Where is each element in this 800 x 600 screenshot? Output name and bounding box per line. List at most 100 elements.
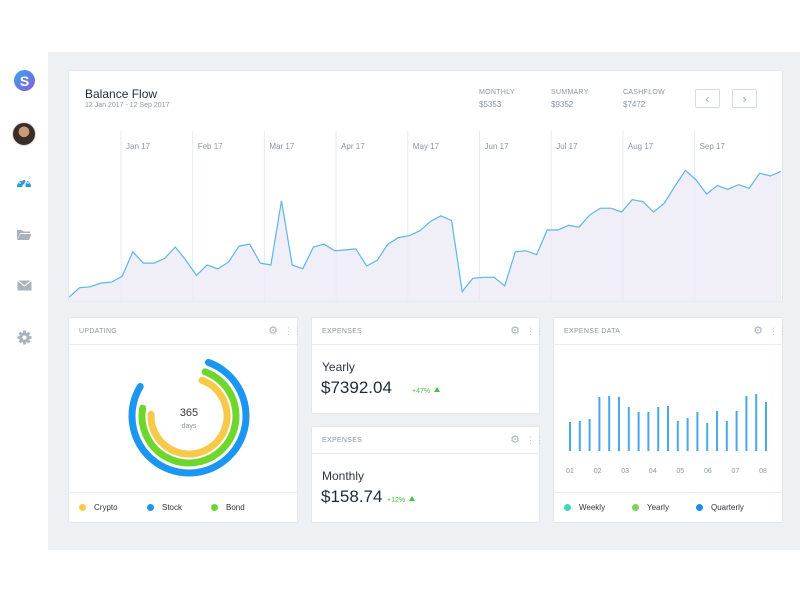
expense-bar bbox=[637, 412, 640, 451]
expense-bar bbox=[598, 397, 601, 451]
month-label: May 17 bbox=[413, 142, 440, 151]
x-tick-label: 05 bbox=[676, 468, 684, 475]
ring-stock bbox=[128, 355, 250, 477]
sidebar-item-settings[interactable] bbox=[12, 325, 36, 349]
card-header: EXPENSES ⚙ ⋮⋮ bbox=[312, 427, 544, 454]
month-label: Aug 17 bbox=[628, 142, 654, 151]
legend-item-stock: Stock bbox=[147, 503, 182, 512]
avatar[interactable] bbox=[12, 122, 36, 146]
x-tick-label: 08 bbox=[759, 468, 767, 475]
legend-dot bbox=[564, 504, 571, 511]
card-header: EXPENSES ⚙ ⋮⋮ bbox=[312, 318, 544, 345]
legend-dot bbox=[211, 504, 218, 511]
chevron-right-icon: › bbox=[742, 91, 747, 106]
expense-change: +12% bbox=[387, 496, 416, 504]
expense-bar bbox=[765, 402, 767, 451]
sidebar-item-mail[interactable] bbox=[12, 273, 36, 297]
chevron-left-icon: ‹ bbox=[705, 91, 710, 106]
balance-line bbox=[69, 169, 782, 298]
balance-area-fill bbox=[69, 170, 781, 302]
legend-dot bbox=[632, 504, 639, 511]
radial-progress-chart: 365 days bbox=[128, 355, 250, 477]
legend-item-yearly: Yearly bbox=[632, 503, 669, 512]
card-title: EXPENSES bbox=[322, 437, 363, 444]
gear-icon[interactable]: ⚙ bbox=[268, 325, 278, 337]
legend-label: Quarterly bbox=[711, 503, 744, 512]
drag-handle-icon[interactable]: ⋮⋮ bbox=[526, 435, 544, 445]
expense-bar bbox=[627, 407, 630, 451]
expense-bar bbox=[588, 419, 591, 451]
month-label: Mar 17 bbox=[269, 142, 294, 151]
center-unit: days bbox=[182, 423, 197, 430]
expense-bar bbox=[608, 396, 611, 451]
arrow-up-icon bbox=[434, 387, 441, 392]
expense-bar bbox=[696, 412, 699, 451]
expense-bar bbox=[578, 421, 581, 451]
card-header: EXPENSE DATA ⚙ ⋮⋮ bbox=[554, 318, 787, 345]
x-tick-label: 06 bbox=[704, 468, 712, 475]
expense-bar bbox=[667, 406, 669, 451]
app-logo[interactable]: S bbox=[14, 70, 35, 91]
drag-handle-icon[interactable]: ⋮⋮ bbox=[769, 326, 787, 336]
stat-label: SUMMARY bbox=[551, 89, 589, 96]
balance-flow-chart: Jan 17 Feb 17 Mar 17 Apr 17 May 17 Jun 17 Jul … bbox=[69, 131, 782, 302]
x-tick-label: 02 bbox=[594, 468, 602, 475]
gear-icon[interactable]: ⚙ bbox=[753, 325, 763, 337]
card-title: EXPENSE DATA bbox=[564, 328, 621, 335]
sidebar-item-folder[interactable] bbox=[12, 222, 36, 246]
expenses-yearly-card: EXPENSES ⚙ ⋮⋮ Yearly $7392.04 +47% bbox=[311, 317, 544, 414]
month-label: Jan 17 bbox=[126, 142, 151, 151]
month-label: Feb 17 bbox=[198, 142, 223, 151]
change-text: +47% bbox=[412, 388, 431, 395]
expense-bar bbox=[569, 422, 571, 451]
legend-label: Weekly bbox=[579, 503, 606, 512]
expenses-monthly-card: EXPENSES ⚙ ⋮⋮ Monthly $158.74 +12% bbox=[311, 426, 544, 523]
previous-button[interactable]: ‹ bbox=[695, 89, 720, 108]
expense-bar bbox=[647, 412, 650, 451]
legend-label: Yearly bbox=[647, 503, 669, 512]
stat-value: $9352 bbox=[551, 100, 574, 109]
expense-bar bbox=[745, 396, 748, 451]
legend-item-crypto: Crypto bbox=[79, 503, 118, 512]
gear-icon[interactable]: ⚙ bbox=[510, 325, 520, 337]
stat-label: MONTHLY bbox=[479, 89, 515, 96]
change-text: +12% bbox=[387, 497, 406, 504]
stat-cashflow: CASHFLOW $7472 bbox=[623, 89, 665, 109]
legend-dot bbox=[79, 504, 86, 511]
expense-period-label: Yearly bbox=[322, 360, 355, 374]
legend-dot bbox=[147, 504, 154, 511]
expense-bar bbox=[716, 411, 718, 451]
gear-icon[interactable]: ⚙ bbox=[510, 434, 520, 446]
gear-icon bbox=[16, 329, 32, 345]
stat-value: $7472 bbox=[623, 100, 646, 109]
expense-bar bbox=[618, 397, 620, 451]
expense-bar bbox=[725, 421, 728, 451]
expense-change: +47% bbox=[412, 387, 441, 395]
drag-handle-icon[interactable]: ⋮⋮ bbox=[526, 326, 544, 336]
legend: Weekly Yearly Quarterly bbox=[554, 492, 782, 522]
month-label: Apr 17 bbox=[341, 142, 365, 151]
x-tick-label: 04 bbox=[649, 468, 657, 475]
next-button[interactable]: › bbox=[732, 89, 757, 108]
updating-card: UPDATING ⚙ ⋮⋮ 365 days Crypto Stock Bond bbox=[68, 317, 302, 523]
ring-crypto bbox=[147, 374, 231, 458]
stat-label: CASHFLOW bbox=[623, 89, 666, 96]
expense-bar bbox=[755, 394, 758, 451]
drag-handle-icon[interactable]: ⋮⋮ bbox=[284, 326, 302, 336]
expense-value: $7392.04 bbox=[321, 378, 392, 397]
month-label: Jul 17 bbox=[556, 142, 578, 151]
expense-period-label: Monthly bbox=[322, 469, 365, 483]
expense-value: $158.74 bbox=[321, 487, 383, 506]
legend-item-bond: Bond bbox=[211, 503, 245, 512]
mail-icon bbox=[16, 279, 32, 290]
expense-data-card: EXPENSE DATA ⚙ ⋮⋮ 01 02 03 04 05 06 07 08 Weekl… bbox=[553, 317, 787, 523]
balance-flow-title: Balance Flow bbox=[85, 87, 158, 101]
expense-bar bbox=[706, 423, 709, 451]
balance-flow-date-range: 12 Jan 2017 - 12 Sep 2017 bbox=[85, 102, 170, 109]
card-header: UPDATING ⚙ ⋮⋮ bbox=[69, 318, 302, 345]
sidebar-item-dashboard[interactable] bbox=[12, 170, 36, 194]
month-label: Sep 17 bbox=[700, 142, 726, 151]
folder-icon bbox=[17, 229, 32, 240]
legend-label: Bond bbox=[226, 503, 245, 512]
